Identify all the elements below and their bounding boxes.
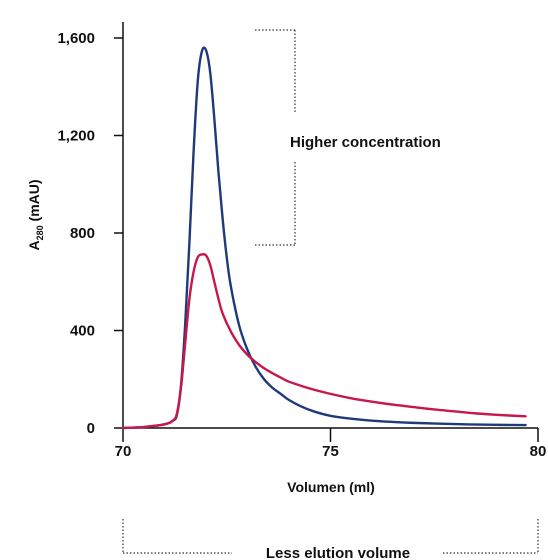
- concentration-annotation: Higher concentration: [290, 134, 441, 151]
- y-axis-title-sub: 280: [35, 225, 45, 240]
- y-axis-title-main: A: [26, 240, 42, 250]
- y-axis-title-unit: (mAU): [26, 179, 42, 225]
- y-ticks: 0 400 800 1,200 1,600: [57, 30, 123, 437]
- x-axis-title: Volumen (ml): [287, 479, 375, 495]
- y-tick-label-0: 0: [87, 420, 95, 437]
- y-tick-label-400: 400: [70, 323, 95, 340]
- concentration-bracket: [255, 29, 296, 246]
- y-tick-label-1600: 1,600: [57, 30, 95, 47]
- x-tick-label-80: 80: [530, 443, 547, 460]
- y-axis-title: A280 (mAU): [26, 179, 45, 250]
- x-tick-label-75: 75: [322, 443, 339, 460]
- series-layer: [121, 46, 527, 430]
- elution-bracket: [122, 519, 539, 554]
- x-tick-label-70: 70: [115, 443, 132, 460]
- y-tick-label-800: 800: [70, 225, 95, 242]
- elution-annotation: Less elution volume: [266, 545, 410, 560]
- x-ticks: 70 75 80: [115, 428, 547, 460]
- y-tick-label-1200: 1,200: [57, 128, 95, 145]
- series-line-2: [121, 252, 527, 430]
- series-line-1: [121, 46, 527, 430]
